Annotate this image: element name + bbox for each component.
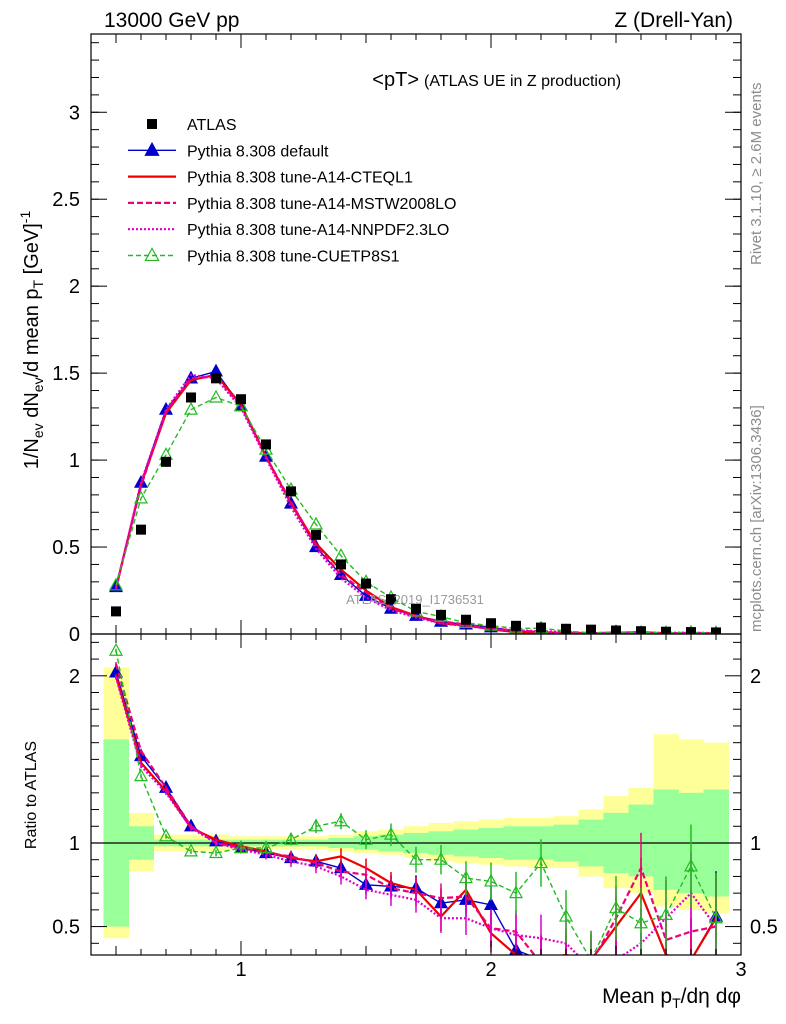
- ratio-point: [433, 851, 449, 865]
- ratio-y-tick-label: 0.5: [52, 917, 80, 939]
- watermark: ATLAS_2019_I1736531: [346, 592, 484, 607]
- series-point: [308, 516, 324, 530]
- data-point: [461, 614, 471, 625]
- series-point: [108, 577, 124, 591]
- ratio-point: [308, 818, 324, 832]
- series-point: [358, 587, 374, 601]
- ratio-point: [133, 768, 149, 782]
- data-point: [186, 392, 196, 403]
- y-axis-label: 1/Nev dNev/d mean pT [GeV]-1: [17, 211, 46, 470]
- ratio-point: [258, 840, 274, 854]
- ratio-band-stat: [103, 739, 129, 927]
- ratio-point: [108, 642, 124, 656]
- data-point: [211, 373, 221, 384]
- ratio-point: [333, 813, 349, 827]
- ratio-point: [608, 900, 624, 914]
- x-axis-label: Mean pT/dη dφ: [602, 985, 741, 1011]
- legend-label-0: Pythia 8.308 default: [187, 143, 329, 160]
- data-point: [136, 524, 146, 535]
- legend-label-4: Pythia 8.308 tune-CUETP8S1: [187, 249, 400, 266]
- ratio-point: [158, 828, 174, 842]
- data-point: [436, 609, 446, 620]
- legend-marker-data: [147, 119, 157, 129]
- ratio-point: [610, 962, 622, 973]
- series-point: [183, 401, 199, 415]
- legend: ATLAS Pythia 8.308 default Pythia 8.308 tu…: [128, 117, 456, 266]
- ratio-panel: 0.5 0.5 1 1 2 2 1 2 3: [52, 633, 778, 981]
- ratio-point: [683, 858, 699, 872]
- series-line-3: [114, 373, 717, 634]
- legend-label-data: ATLAS: [187, 117, 237, 134]
- ratio-point: [508, 885, 524, 899]
- ratio-point: [635, 962, 647, 973]
- y-tick-label: 2.5: [52, 189, 80, 211]
- series-point: [233, 398, 249, 412]
- legend-label-2: Pythia 8.308 tune-A14-MSTW2008LO: [187, 196, 456, 213]
- ratio-point: [565, 953, 567, 955]
- ratio-y-tick-label: 1: [69, 833, 80, 855]
- ratio-point: [358, 831, 374, 845]
- data-point: [161, 456, 171, 467]
- x-tick-label: 3: [735, 959, 746, 981]
- side-label-mcplots: mcplots.cern.ch [arXiv:1306.3436]: [748, 405, 765, 632]
- legend-label-3: Pythia 8.308 tune-A14-NNPDF2.3LO: [187, 222, 449, 239]
- ratio-point: [633, 915, 649, 929]
- ratio-point: [383, 826, 399, 840]
- y-tick-label: 0.5: [52, 537, 80, 559]
- ratio-point: [233, 840, 249, 854]
- data-point: [311, 529, 321, 540]
- chart-title: <pT>: [372, 69, 419, 91]
- data-point: [361, 578, 371, 589]
- ratio-point: [458, 870, 474, 884]
- data-point: [261, 439, 271, 450]
- ratio-y-tick-label-right: 1: [750, 833, 761, 855]
- y-tick-label: 1: [69, 450, 80, 472]
- x-tick-label: 2: [485, 959, 496, 981]
- legend-marker-0: [144, 141, 160, 156]
- header-right: Z (Drell-Yan): [614, 9, 733, 32]
- y-tick-label: 1.5: [52, 363, 80, 385]
- data-point: [111, 606, 121, 617]
- header-left: 13000 GeV pp: [104, 9, 239, 32]
- data-point: [336, 559, 346, 570]
- ratio-y-tick-label-right: 0.5: [750, 917, 778, 939]
- y-tick-label: 2: [69, 276, 80, 298]
- data-point: [411, 603, 421, 614]
- data-point: [511, 620, 521, 631]
- y-tick-label: 0: [69, 624, 80, 646]
- main-panel: 0 0.5 1 1.5 2 2.5 3: [52, 33, 742, 646]
- legend-marker-4: [144, 247, 160, 262]
- ratio-point: [483, 873, 499, 887]
- ratio-point: [708, 910, 724, 924]
- ratio-point: [558, 908, 574, 922]
- ratio-y-tick-label-right: 2: [750, 666, 761, 688]
- x-tick-label: 1: [235, 959, 246, 981]
- ratio-point: [533, 855, 549, 869]
- chart-subtitle: (ATLAS UE in Z production): [424, 73, 621, 90]
- ratio-point: [658, 907, 674, 920]
- side-label-rivet: Rivet 3.1.10, ≥ 2.6M events: [748, 83, 765, 266]
- series-point: [208, 389, 224, 403]
- ratio-point: [408, 851, 424, 865]
- data-point: [386, 594, 396, 605]
- data-point: [236, 394, 246, 405]
- ratio-band-stat: [653, 789, 679, 890]
- ratio-point: [208, 845, 224, 859]
- ratio-y-axis-label: Ratio to ATLAS: [23, 741, 40, 849]
- ratio-plot-area: [91, 642, 741, 973]
- data-point: [536, 622, 546, 633]
- legend-label-1: Pythia 8.308 tune-A14-CTEQL1: [187, 170, 413, 187]
- data-point: [286, 486, 296, 497]
- ratio-y-tick-label: 2: [69, 666, 80, 688]
- series-point: [133, 490, 149, 504]
- ratio-point: [585, 962, 597, 973]
- ratio-point: [283, 831, 299, 845]
- y-tick-label: 3: [69, 102, 80, 124]
- ratio-point: [183, 843, 199, 857]
